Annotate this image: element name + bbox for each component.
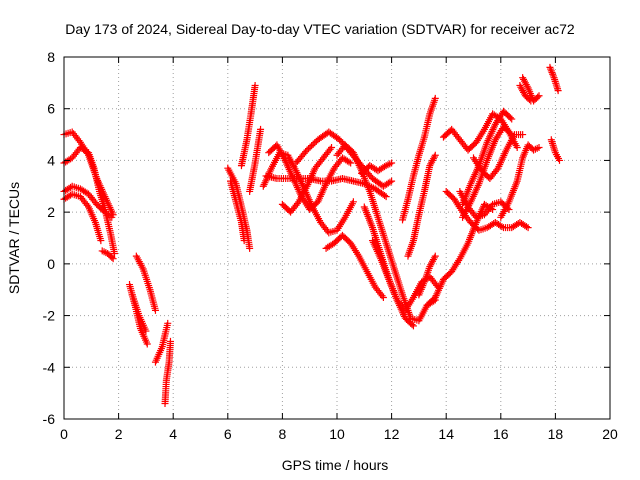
data-point bbox=[535, 92, 543, 100]
data-point bbox=[524, 224, 532, 232]
data-point bbox=[382, 193, 390, 201]
data-point bbox=[535, 144, 543, 151]
x-tick-label: 18 bbox=[548, 426, 564, 442]
data-point bbox=[166, 337, 174, 345]
data-point bbox=[379, 293, 387, 301]
y-tick-label: -6 bbox=[43, 411, 56, 427]
data-point bbox=[306, 143, 314, 151]
data-point bbox=[108, 213, 116, 221]
data-point bbox=[549, 72, 557, 80]
data-point bbox=[151, 306, 159, 314]
x-tick-label: 0 bbox=[60, 426, 68, 442]
data-point bbox=[143, 340, 151, 348]
data-point bbox=[493, 166, 501, 174]
y-axis-label: SDTVAR / TECUs bbox=[6, 182, 22, 294]
data-point bbox=[554, 87, 562, 95]
data-point bbox=[246, 244, 254, 252]
data-point bbox=[347, 159, 355, 167]
data-point bbox=[349, 198, 357, 206]
data-point bbox=[75, 137, 83, 145]
data-point bbox=[555, 156, 563, 164]
data-point bbox=[388, 159, 396, 167]
data-point bbox=[388, 177, 396, 185]
data-point bbox=[430, 254, 438, 262]
data-point bbox=[309, 140, 317, 148]
data-point bbox=[547, 67, 555, 75]
y-tick-label: -4 bbox=[43, 359, 56, 375]
data-point bbox=[523, 82, 531, 90]
data-point bbox=[508, 131, 516, 139]
data-point bbox=[106, 212, 114, 220]
data-point bbox=[409, 322, 417, 330]
data-point bbox=[328, 144, 336, 151]
data-point bbox=[240, 237, 248, 245]
y-tick-label: 6 bbox=[47, 101, 55, 117]
data-point bbox=[498, 223, 506, 231]
data-point bbox=[111, 250, 119, 258]
data-point bbox=[303, 146, 311, 154]
x-tick-label: 8 bbox=[279, 426, 287, 442]
data-point bbox=[430, 153, 438, 161]
y-tick-label: -2 bbox=[43, 308, 56, 324]
x-axis-label: GPS time / hours bbox=[282, 457, 389, 473]
data-point bbox=[522, 223, 530, 231]
data-point bbox=[508, 115, 516, 123]
data-point bbox=[97, 237, 105, 245]
data-point bbox=[378, 292, 386, 300]
data-point bbox=[142, 327, 150, 335]
data-point bbox=[386, 178, 394, 186]
data-point bbox=[548, 69, 556, 77]
axis-ticks: 0 2 4 6 8 10 12 14 16 18 20 -6 -4 -2 0 2 4 6 8 bbox=[43, 49, 618, 442]
data-point bbox=[108, 253, 116, 261]
data-point bbox=[293, 200, 301, 208]
y-tick-label: 4 bbox=[47, 152, 55, 168]
data-point bbox=[164, 319, 172, 327]
data-point bbox=[431, 252, 439, 260]
data-point bbox=[546, 63, 554, 71]
x-tick-label: 16 bbox=[493, 426, 509, 442]
data-point bbox=[519, 131, 527, 139]
data-point bbox=[83, 201, 91, 209]
data-points bbox=[60, 63, 563, 407]
data-point bbox=[506, 114, 514, 122]
x-tick-label: 20 bbox=[602, 426, 618, 442]
data-point bbox=[257, 125, 265, 133]
data-point bbox=[305, 145, 313, 153]
data-point bbox=[326, 145, 334, 153]
data-point bbox=[534, 93, 542, 101]
y-tick-label: 2 bbox=[47, 204, 55, 220]
data-point bbox=[431, 151, 439, 159]
y-tick-label: 0 bbox=[47, 256, 55, 272]
x-tick-label: 2 bbox=[115, 426, 123, 442]
data-point bbox=[506, 129, 514, 137]
data-point bbox=[431, 94, 439, 102]
data-point bbox=[311, 139, 319, 147]
x-tick-label: 12 bbox=[384, 426, 400, 442]
data-point bbox=[251, 81, 259, 89]
x-tick-label: 4 bbox=[169, 426, 177, 442]
x-tick-label: 14 bbox=[438, 426, 454, 442]
data-point bbox=[345, 158, 353, 166]
data-point bbox=[513, 144, 521, 151]
data-point bbox=[109, 255, 117, 263]
data-point bbox=[547, 65, 555, 73]
data-point bbox=[308, 142, 316, 150]
x-tick-label: 6 bbox=[224, 426, 232, 442]
x-tick-label: 10 bbox=[329, 426, 345, 442]
chart-title: Day 173 of 2024, Sidereal Day-to-day VTE… bbox=[65, 21, 575, 37]
data-point bbox=[381, 192, 389, 200]
y-tick-label: 8 bbox=[47, 49, 55, 65]
data-point bbox=[408, 321, 416, 329]
data-point bbox=[549, 70, 557, 78]
